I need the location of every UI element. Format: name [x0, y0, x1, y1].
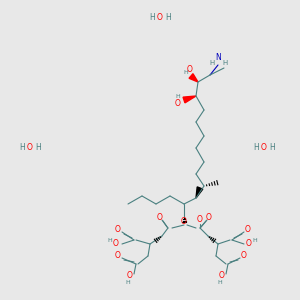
Text: H: H: [222, 60, 228, 66]
Text: H: H: [218, 280, 222, 284]
Text: O: O: [115, 224, 121, 233]
Text: O: O: [197, 215, 203, 224]
Text: H: H: [165, 14, 171, 22]
Text: O: O: [127, 272, 133, 280]
Text: H: H: [269, 143, 275, 152]
Text: O: O: [27, 143, 33, 152]
Text: O: O: [206, 212, 212, 221]
Text: H: H: [253, 143, 259, 152]
Polygon shape: [196, 187, 203, 198]
Text: H: H: [35, 143, 41, 152]
Text: O: O: [181, 217, 187, 226]
Text: O: O: [261, 143, 267, 152]
Text: H: H: [176, 94, 180, 100]
Text: O: O: [157, 14, 163, 22]
Text: O: O: [187, 65, 193, 74]
Text: H: H: [19, 143, 25, 152]
Text: H: H: [149, 14, 155, 22]
Text: H: H: [126, 280, 130, 284]
Text: N: N: [215, 53, 221, 62]
Text: O: O: [245, 224, 251, 233]
Text: O: O: [115, 250, 121, 260]
Text: O: O: [157, 212, 163, 221]
Text: O: O: [175, 98, 181, 107]
Text: O: O: [241, 250, 247, 260]
Text: O: O: [246, 239, 252, 248]
Text: O: O: [113, 239, 119, 248]
Polygon shape: [183, 96, 196, 103]
Text: O: O: [219, 272, 225, 280]
Polygon shape: [189, 74, 198, 82]
Text: H: H: [209, 60, 214, 66]
Text: H: H: [108, 238, 112, 242]
Text: H: H: [253, 238, 257, 242]
Text: H: H: [184, 70, 188, 76]
